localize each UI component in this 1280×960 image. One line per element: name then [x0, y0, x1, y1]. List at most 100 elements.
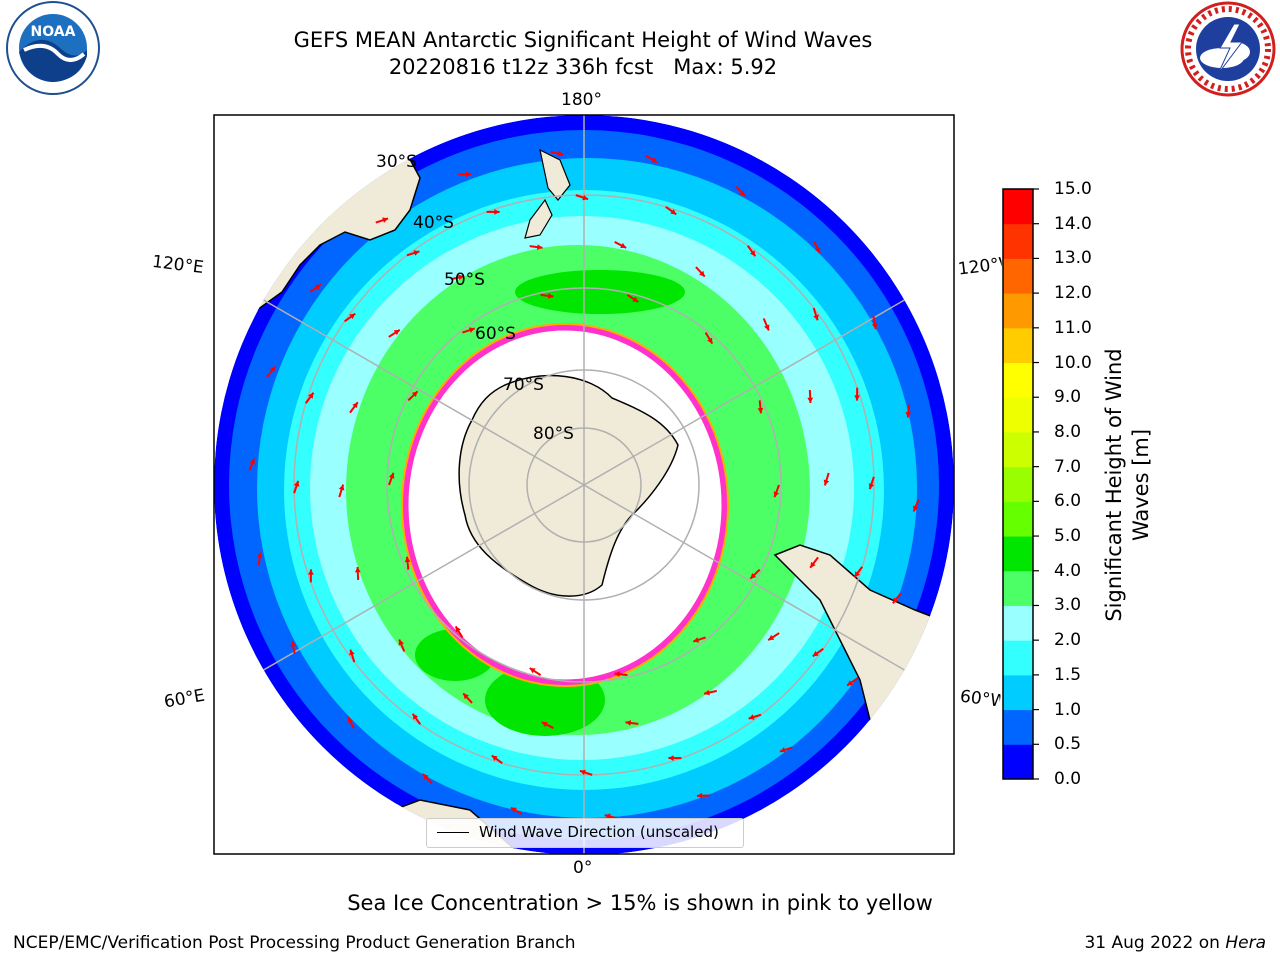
- colorbar-label-line1: Significant Height of Wind: [1102, 348, 1126, 622]
- wind-wave-arrowhead: [541, 721, 548, 728]
- footer-host: Hera: [1225, 933, 1266, 953]
- colorbar-tick-label: 10.0: [1054, 352, 1092, 373]
- wind-wave-arrowhead: [632, 296, 639, 302]
- wind-wave-arrowhead: [529, 668, 536, 674]
- wind-wave-arrowhead: [352, 402, 358, 409]
- footer-date: 31 Aug 2022 on: [1084, 933, 1226, 953]
- wind-wave-arrowhead: [314, 284, 321, 290]
- colorbar-tick-label: 14.0: [1054, 213, 1092, 234]
- legend-line-sample: [437, 832, 469, 833]
- wind-wave-arrowhead: [871, 323, 878, 330]
- colorbar-tick-label: 3.0: [1054, 595, 1082, 616]
- wind-wave-arrowhead: [293, 480, 300, 487]
- colorbar-segment: [1003, 397, 1033, 433]
- colorbar-segment: [1003, 258, 1033, 294]
- colorbar-tick-label: 2.0: [1054, 630, 1082, 651]
- wind-wave-arrowhead: [393, 329, 400, 336]
- wind-wave-arrowhead: [349, 649, 355, 656]
- wind-wave-arrowhead: [749, 250, 756, 257]
- colorbar-segment: [1003, 362, 1033, 398]
- colorbar-segment: [1003, 223, 1033, 259]
- wind-wave-arrowhead: [422, 773, 429, 780]
- footer-left: NCEP/EMC/Verification Post Processing Pr…: [13, 933, 576, 953]
- lat-label-60s: 60°S: [475, 324, 516, 344]
- wind-wave-arrows: [248, 150, 920, 820]
- colorbar-segment: [1003, 570, 1033, 606]
- colorbar-label-line2: Waves [m]: [1129, 428, 1153, 542]
- wind-wave-arrowhead: [693, 637, 700, 643]
- wind-wave-arrowhead: [269, 366, 276, 373]
- wind-wave-arrowhead: [582, 194, 589, 201]
- colorbar-segment: [1003, 744, 1033, 780]
- wind-wave-arrowhead: [812, 650, 819, 657]
- wind-wave-arrowhead: [463, 693, 469, 700]
- wind-wave-arrowhead: [813, 314, 819, 321]
- wind-wave-arrowhead: [823, 479, 830, 486]
- wind-wave-arrowhead: [382, 217, 389, 223]
- colorbar-tick-label: 5.0: [1054, 526, 1082, 547]
- colorbar-segment: [1003, 674, 1033, 711]
- wind-wave-arrowhead: [704, 689, 710, 696]
- wind-wave-arrowhead: [707, 337, 713, 344]
- antarctica-landmass: [458, 374, 679, 597]
- wind-wave-arrowhead: [779, 747, 786, 753]
- wind-wave-arrowhead: [668, 755, 674, 761]
- wind-wave-arrowhead: [892, 597, 899, 604]
- wind-wave-arrowhead: [905, 411, 912, 418]
- colorbar-tick-label: 7.0: [1054, 456, 1082, 477]
- wind-wave-arrowhead: [388, 472, 395, 479]
- wind-wave-arrowhead: [768, 634, 775, 641]
- colorbar-tick-label: 1.5: [1054, 664, 1082, 685]
- wind-wave-arrowhead: [465, 171, 472, 178]
- wind-wave-arrowhead: [748, 714, 755, 720]
- wind-wave-arrowhead: [847, 680, 854, 686]
- wind-wave-arrowhead: [308, 569, 314, 575]
- wind-wave-arrowhead: [807, 397, 814, 403]
- wind-wave-arrowhead: [404, 556, 411, 563]
- lat-label-40s: 40°S: [413, 213, 454, 233]
- colorbar-segment: [1003, 709, 1033, 745]
- wind-wave-arrowhead: [413, 250, 420, 256]
- lat-label-30s: 30°S: [376, 152, 417, 172]
- wind-wave-arrowhead: [868, 483, 875, 490]
- wind-wave-arrowhead: [338, 484, 345, 491]
- wind-wave-arrowhead: [651, 157, 658, 163]
- lon-label-0: 0°: [573, 858, 593, 878]
- colorbar-tick-label: 13.0: [1054, 248, 1092, 269]
- lat-label-50s: 50°S: [444, 270, 485, 290]
- wind-wave-arrowhead: [536, 244, 543, 250]
- wind-wave-arrowhead: [854, 571, 860, 578]
- wind-wave-arrowhead: [547, 293, 554, 299]
- colorbar-segment: [1003, 536, 1033, 572]
- wind-wave-arrowhead: [620, 242, 627, 249]
- wind-wave-arrowhead: [491, 755, 498, 761]
- wind-wave-arrowhead: [614, 671, 621, 677]
- wind-wave-arrowhead: [757, 407, 764, 414]
- noaa-logo-text: NOAA: [31, 24, 76, 40]
- colorbar-tick-label: 1.0: [1054, 699, 1082, 720]
- colorbar-tick-label: 4.0: [1054, 560, 1082, 581]
- wind-wave-arrowhead: [308, 392, 314, 399]
- wind-wave-arrowhead: [494, 209, 500, 215]
- wind-wave-arrowhead: [468, 327, 475, 333]
- map-legend: Wind Wave Direction (unscaled): [426, 818, 744, 848]
- lat-label-80s: 80°S: [533, 424, 574, 444]
- colorbar-segment: [1003, 501, 1033, 537]
- wind-wave-arrowhead: [773, 491, 780, 498]
- wind-wave-arrowhead: [290, 640, 297, 647]
- lat-label-70s: 70°S: [503, 375, 544, 395]
- colorbar-segment: [1003, 431, 1033, 468]
- legend-label: Wind Wave Direction (unscaled): [479, 823, 719, 841]
- wind-wave-arrowhead: [458, 274, 464, 281]
- wind-wave-arrowhead: [913, 505, 919, 512]
- colorbar-tick-label: 9.0: [1054, 387, 1082, 408]
- wind-wave-arrowhead: [354, 567, 361, 573]
- new-zealand-landmass: [524, 148, 571, 239]
- wind-wave-arrowhead: [256, 552, 263, 559]
- colorbar-tick-label: 11.0: [1054, 317, 1092, 338]
- wind-wave-arrowhead: [510, 807, 517, 813]
- wind-wave-arrowhead: [814, 247, 821, 254]
- wind-wave-arrowhead: [412, 713, 419, 720]
